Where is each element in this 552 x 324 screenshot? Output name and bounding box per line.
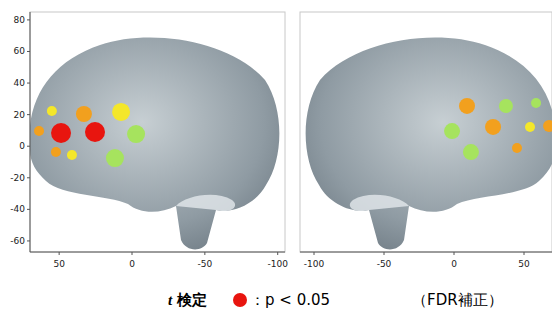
panel: 50 0 -50 -100 80 60 40 20 0 -20 -40 -60 (10, 12, 288, 269)
activation-point (112, 103, 130, 121)
brain (306, 38, 552, 250)
activation-point (47, 106, 57, 116)
panel: -100 -50 0 50 (297, 12, 552, 269)
x-tick-label: -50 (377, 259, 392, 269)
activation-point (543, 120, 552, 132)
caption-label-text: 検定 (172, 291, 207, 309)
plot-area (306, 38, 552, 250)
brain-shading (350, 195, 409, 211)
y-tick (27, 51, 30, 52)
y-tick-label: 80 (14, 15, 26, 25)
y-tick (297, 240, 300, 241)
x-tick (454, 252, 455, 255)
x-tick (277, 252, 278, 255)
brain-silhouette (30, 38, 279, 250)
y-tick (27, 146, 30, 147)
activation-point (485, 119, 501, 135)
activation-point (34, 126, 44, 136)
brain-shading (176, 195, 235, 211)
brain-silhouette (306, 38, 552, 250)
activation-point (85, 122, 105, 142)
y-tick (27, 240, 30, 241)
x-tick (314, 252, 315, 255)
activation-point (512, 143, 522, 153)
y-tick (27, 177, 30, 178)
x-tick (524, 252, 525, 255)
y-tick (297, 146, 300, 147)
y-axis (30, 12, 31, 252)
caption-label: t 検定 (168, 291, 207, 309)
x-tick (59, 252, 60, 255)
activation-point (444, 123, 460, 139)
caption-note: （FDR補正） (412, 291, 503, 309)
activation-point (499, 99, 513, 113)
activation-point (525, 122, 535, 132)
caption-text: ：p < 0.05 (250, 291, 330, 309)
x-tick (132, 252, 133, 255)
y-tick-label: -20 (10, 173, 25, 183)
y-tick-label: 20 (14, 110, 26, 120)
plot-area (30, 38, 279, 250)
x-tick-label: 50 (53, 259, 65, 269)
legend-marker (233, 293, 247, 307)
x-tick (384, 252, 385, 255)
x-tick-label: 0 (129, 259, 135, 269)
y-tick (297, 209, 300, 210)
x-axis (300, 252, 552, 253)
y-tick (297, 51, 300, 52)
y-tick (27, 114, 30, 115)
y-tick-label: 0 (19, 141, 25, 151)
y-tick (297, 83, 300, 84)
x-tick (204, 252, 205, 255)
x-tick-label: -100 (267, 259, 288, 269)
activation-point (51, 147, 61, 157)
figure: 50 0 -50 -100 80 60 40 20 0 -20 -40 -60 -100 -50 0 50 t … (0, 0, 552, 324)
activation-point (463, 144, 479, 160)
caption: t 検定 ：p < 0.05 （FDR補正） (168, 291, 503, 309)
activation-point (531, 98, 541, 108)
x-axis (30, 252, 285, 253)
y-tick-label: 40 (14, 78, 26, 88)
y-tick (27, 19, 30, 20)
y-tick (27, 83, 30, 84)
x-tick-label: 50 (518, 259, 530, 269)
plot-frame (30, 12, 285, 252)
activation-point (76, 106, 92, 122)
activation-point (459, 98, 475, 114)
y-tick (297, 19, 300, 20)
brain (30, 38, 279, 250)
activation-point (51, 123, 71, 143)
x-tick-label: -50 (198, 259, 213, 269)
y-tick-label: -60 (10, 236, 25, 246)
y-tick (297, 177, 300, 178)
y-tick-label: 60 (14, 46, 26, 56)
activation-point (127, 125, 145, 143)
activation-point (67, 150, 77, 160)
y-tick-label: -40 (10, 204, 25, 214)
activation-point (106, 149, 124, 167)
x-tick-label: 0 (451, 259, 457, 269)
y-tick (297, 114, 300, 115)
y-tick (27, 209, 30, 210)
x-tick-label: -100 (304, 259, 325, 269)
